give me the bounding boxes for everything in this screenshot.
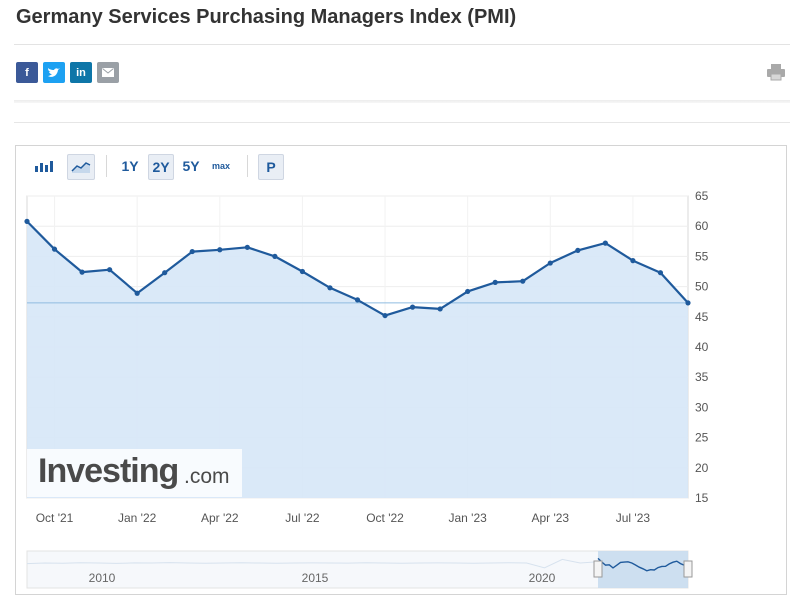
- linkedin-icon[interactable]: in: [70, 62, 92, 83]
- data-point: [189, 248, 195, 255]
- content-divider: [14, 122, 790, 123]
- y-tick-label: 40: [695, 340, 709, 354]
- investing-logo: Investing: [38, 452, 179, 490]
- y-tick-label: 60: [695, 219, 709, 233]
- share-divider: [14, 100, 790, 103]
- data-point: [79, 269, 85, 275]
- data-point: [630, 258, 636, 264]
- data-point: [409, 304, 416, 310]
- y-tick-label: 20: [695, 461, 709, 475]
- y-tick-label: 45: [695, 310, 709, 324]
- toolbar-divider: [106, 155, 107, 177]
- page-title: Germany Services Purchasing Managers Ind…: [16, 6, 517, 28]
- area-chart-icon[interactable]: [67, 154, 95, 180]
- x-tick-label: Jan '23: [449, 511, 488, 525]
- toolbar-divider: [247, 155, 248, 177]
- navigator-handle[interactable]: [593, 560, 603, 578]
- data-point: [547, 260, 553, 266]
- email-icon[interactable]: [97, 62, 119, 83]
- investing-logo-suffix: .com: [184, 465, 230, 488]
- data-point: [272, 253, 278, 259]
- data-point: [382, 312, 388, 319]
- y-tick-label: 30: [695, 400, 709, 414]
- data-point: [327, 285, 333, 291]
- navigator-year-label: 2010: [89, 571, 116, 585]
- y-tick-label: 15: [695, 491, 709, 505]
- title-divider: [14, 44, 790, 45]
- y-tick-label: 25: [695, 431, 709, 445]
- x-tick-label: Jan '22: [118, 511, 157, 525]
- x-tick-label: Oct '21: [36, 511, 74, 525]
- bar-chart-icon[interactable]: [32, 154, 56, 178]
- data-point: [299, 268, 306, 275]
- navigator-series: [597, 557, 689, 572]
- y-tick-label: 65: [695, 189, 709, 203]
- twitter-icon[interactable]: [43, 62, 65, 83]
- data-point: [354, 297, 361, 303]
- data-point: [107, 267, 113, 273]
- data-point: [217, 247, 223, 253]
- data-point: [602, 240, 608, 246]
- x-tick-label: Jul '22: [285, 511, 320, 525]
- watermark-background: [27, 449, 242, 497]
- print-icon[interactable]: [766, 63, 786, 81]
- data-point: [51, 246, 58, 252]
- x-tick-label: Oct '22: [366, 511, 404, 525]
- data-point: [244, 244, 250, 250]
- range-2y-button[interactable]: 2Y: [148, 154, 174, 180]
- x-tick-label: Apr '22: [201, 511, 239, 525]
- area-fill: [27, 221, 688, 498]
- range-5y-button[interactable]: 5Y: [182, 158, 200, 174]
- range-max-button[interactable]: max: [211, 161, 230, 171]
- data-point: [134, 290, 140, 296]
- data-point: [492, 279, 498, 285]
- range-1y-button[interactable]: 1Y: [121, 158, 139, 174]
- navigator-track: [26, 550, 689, 589]
- data-point: [162, 270, 168, 276]
- data-point: [685, 300, 691, 306]
- navigator-year-label: 2020: [529, 571, 556, 585]
- data-point: [520, 278, 526, 284]
- navigator-year-label: 2015: [302, 571, 329, 585]
- x-tick-label: Apr '23: [531, 511, 569, 525]
- navigator-history: [26, 558, 599, 569]
- print-chart-button[interactable]: P: [258, 154, 284, 180]
- data-point: [575, 247, 581, 253]
- data-point: [24, 218, 30, 224]
- data-point: [437, 306, 443, 312]
- y-tick-label: 50: [695, 280, 709, 294]
- data-point: [465, 288, 471, 295]
- facebook-icon[interactable]: f: [16, 62, 38, 83]
- y-tick-label: 55: [695, 249, 709, 263]
- x-tick-label: Jul '23: [616, 511, 651, 525]
- y-tick-label: 35: [695, 370, 709, 384]
- data-point: [657, 270, 664, 276]
- share-bar: f in: [16, 62, 119, 83]
- navigator-handle[interactable]: [683, 560, 693, 578]
